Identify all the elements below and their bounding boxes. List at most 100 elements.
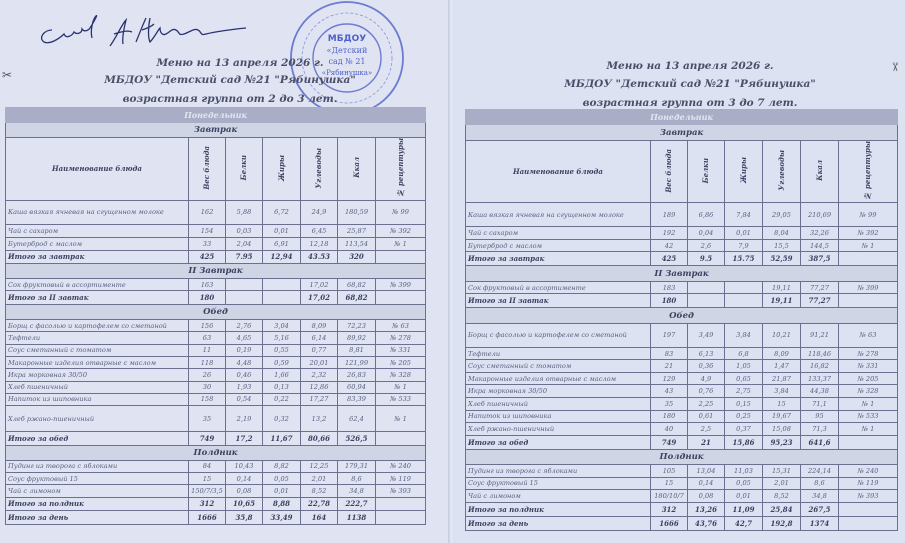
nutrition-value: № 119 — [374, 472, 427, 486]
nutrition-value: 68,82 — [337, 290, 376, 306]
nutrition-value: 189 — [650, 202, 688, 228]
nutrition-value: 1,93 — [225, 380, 263, 394]
dish-name: Чай с лимоном — [465, 489, 651, 503]
dish-name: Хлеб ржано-пшеничный — [465, 422, 651, 436]
nutrition-value: 13,2 — [300, 405, 338, 433]
nutrition-value: 33,49 — [262, 510, 301, 525]
meal-section-row: Завтрак — [464, 124, 899, 141]
nutrition-value: 0,01 — [262, 484, 301, 498]
nutrition-value: № 533 — [837, 409, 899, 424]
dish-row: Напиток из шиповника 180 0,61 0,25 19,67 95 № … — [465, 409, 899, 424]
nutrition-value: 6,13 — [687, 346, 725, 361]
nutrition-value — [225, 290, 263, 306]
nutrition-value: 43.53 — [300, 249, 338, 265]
nutrition-value: 0,36 — [687, 359, 725, 373]
nutrition-value: 35 — [188, 405, 226, 433]
nutrition-value: № 393 — [374, 484, 427, 498]
nutrition-value — [837, 434, 899, 450]
nutrition-value: № 1 — [374, 236, 427, 251]
dish-row: Макаронные изделия отварные с маслом 118 4… — [5, 355, 427, 370]
nutrition-value: 19,11 — [762, 293, 801, 309]
nutrition-value: № 99 — [837, 202, 899, 228]
nutrition-value: № 205 — [374, 355, 427, 370]
column-header: Наименование блюда — [5, 137, 189, 201]
nutrition-value: 71,3 — [800, 422, 839, 436]
dish-name: Напиток из шиповника — [5, 392, 189, 407]
nutrition-value: 8,09 — [762, 346, 801, 361]
dish-row: Соус сметанный с томатом 21 0,36 1,05 1,47 16… — [465, 359, 899, 373]
nutrition-value: 1666 — [188, 510, 226, 525]
nutrition-value: 2,04 — [225, 236, 263, 251]
nutrition-value: 0,65 — [724, 371, 763, 386]
nutrition-value: 3,04 — [262, 319, 301, 333]
dish-name: Итого за обед — [5, 431, 189, 446]
day-row: Понедельник — [464, 108, 899, 126]
nutrition-value: 121,99 — [337, 355, 376, 370]
meal-section-row: II Завтрак — [464, 265, 899, 282]
meal-section-row: Полдник — [4, 444, 427, 461]
nutrition-value: 13,26 — [687, 501, 725, 517]
nutrition-value: 222,7 — [337, 496, 376, 512]
nutrition-value: 118 — [188, 355, 226, 370]
nutrition-value: 2,01 — [762, 476, 801, 491]
column-header: Ккал — [800, 139, 839, 204]
nutrition-value: 11,09 — [724, 501, 763, 517]
nutrition-value: 62,4 — [337, 405, 376, 433]
nutrition-value: 15,08 — [762, 422, 801, 436]
meal-section-label: Полдник — [4, 444, 427, 461]
dish-name: Макаронные изделия отварные с маслом — [5, 355, 189, 370]
dish-row: Пудинг из творога с яблоками 105 13,04 11,0… — [465, 464, 899, 478]
nutrition-value: 387,5 — [800, 251, 839, 267]
nutrition-value: 15.75 — [724, 251, 763, 267]
column-header: Жиры — [724, 139, 763, 204]
svg-text:сад № 21: сад № 21 — [328, 57, 365, 66]
nutrition-value: 0,08 — [225, 484, 263, 498]
nutrition-value: 2,5 — [687, 422, 725, 436]
left-org: МБДОУ "Детский сад №21 "Рябинушка" — [104, 74, 356, 86]
signature — [40, 14, 247, 47]
dish-row: Хлеб ржано-пшеничный 40 2,5 0,37 15,08 71,3 № … — [465, 422, 899, 436]
nutrition-value: 2,76 — [225, 319, 263, 333]
nutrition-value: 6,8 — [724, 346, 763, 361]
nutrition-value: 43 — [650, 384, 688, 399]
dish-row: Соус сметанный с томатом 11 0,19 0,55 0,77 8,… — [5, 343, 427, 357]
dish-name: Итого за полдник — [465, 501, 651, 517]
meal-section-label: Завтрак — [464, 124, 899, 141]
nutrition-value: № 393 — [837, 489, 899, 503]
nutrition-value: 749 — [188, 431, 226, 446]
nutrition-value: 10,43 — [225, 459, 263, 474]
column-header-text: № рецептуры — [863, 140, 873, 201]
nutrition-value: 42,7 — [724, 515, 763, 532]
total-row: Итого за день 1666 43,76 42,7 192,8 1374 — [465, 515, 899, 532]
dish-name: Хлеб пшеничный — [465, 397, 651, 411]
nutrition-value: 2,25 — [687, 397, 725, 411]
meal-section-label: II Завтрак — [464, 265, 899, 282]
nutrition-value — [687, 280, 725, 295]
dish-name: Итого за завтрак — [5, 249, 189, 265]
column-header-text: Белки — [239, 155, 249, 181]
nutrition-value — [837, 251, 899, 267]
nutrition-value: 8,81 — [337, 343, 376, 357]
nutrition-value: № 1 — [374, 405, 427, 433]
nutrition-value: 164 — [300, 510, 338, 525]
dish-row: Чай с сахаром 154 0,03 0,01 6,45 25,87 № 392 — [5, 223, 427, 238]
nutrition-value — [225, 278, 263, 292]
nutrition-value: 2,01 — [300, 472, 338, 486]
nutrition-value: 163 — [188, 278, 226, 292]
dish-row: Пудинг из творога с яблоками 84 10,43 8,82 1… — [5, 459, 427, 474]
nutrition-value: 43,76 — [687, 515, 725, 532]
nutrition-value: № 278 — [837, 346, 899, 361]
column-header: Вес блюда — [188, 137, 226, 201]
nutrition-value — [724, 280, 763, 295]
nutrition-value: № 328 — [837, 384, 899, 399]
nutrition-value: № 331 — [837, 359, 899, 373]
nutrition-value: 19,11 — [762, 280, 801, 295]
dish-row: Тефтели 63 4,65 5,16 6,14 89,92 № 278 — [5, 331, 427, 345]
nutrition-value: 641,6 — [800, 434, 839, 450]
column-header-text: Белки — [701, 157, 711, 184]
dish-row: Напиток из шиповника 158 0,54 0,22 17,27 83,3… — [5, 392, 427, 407]
column-header-text: Углеводы — [776, 150, 786, 191]
nutrition-value: 312 — [188, 496, 226, 512]
svg-text:«Детский: «Детский — [327, 46, 368, 55]
column-header: Ккал — [337, 137, 376, 201]
